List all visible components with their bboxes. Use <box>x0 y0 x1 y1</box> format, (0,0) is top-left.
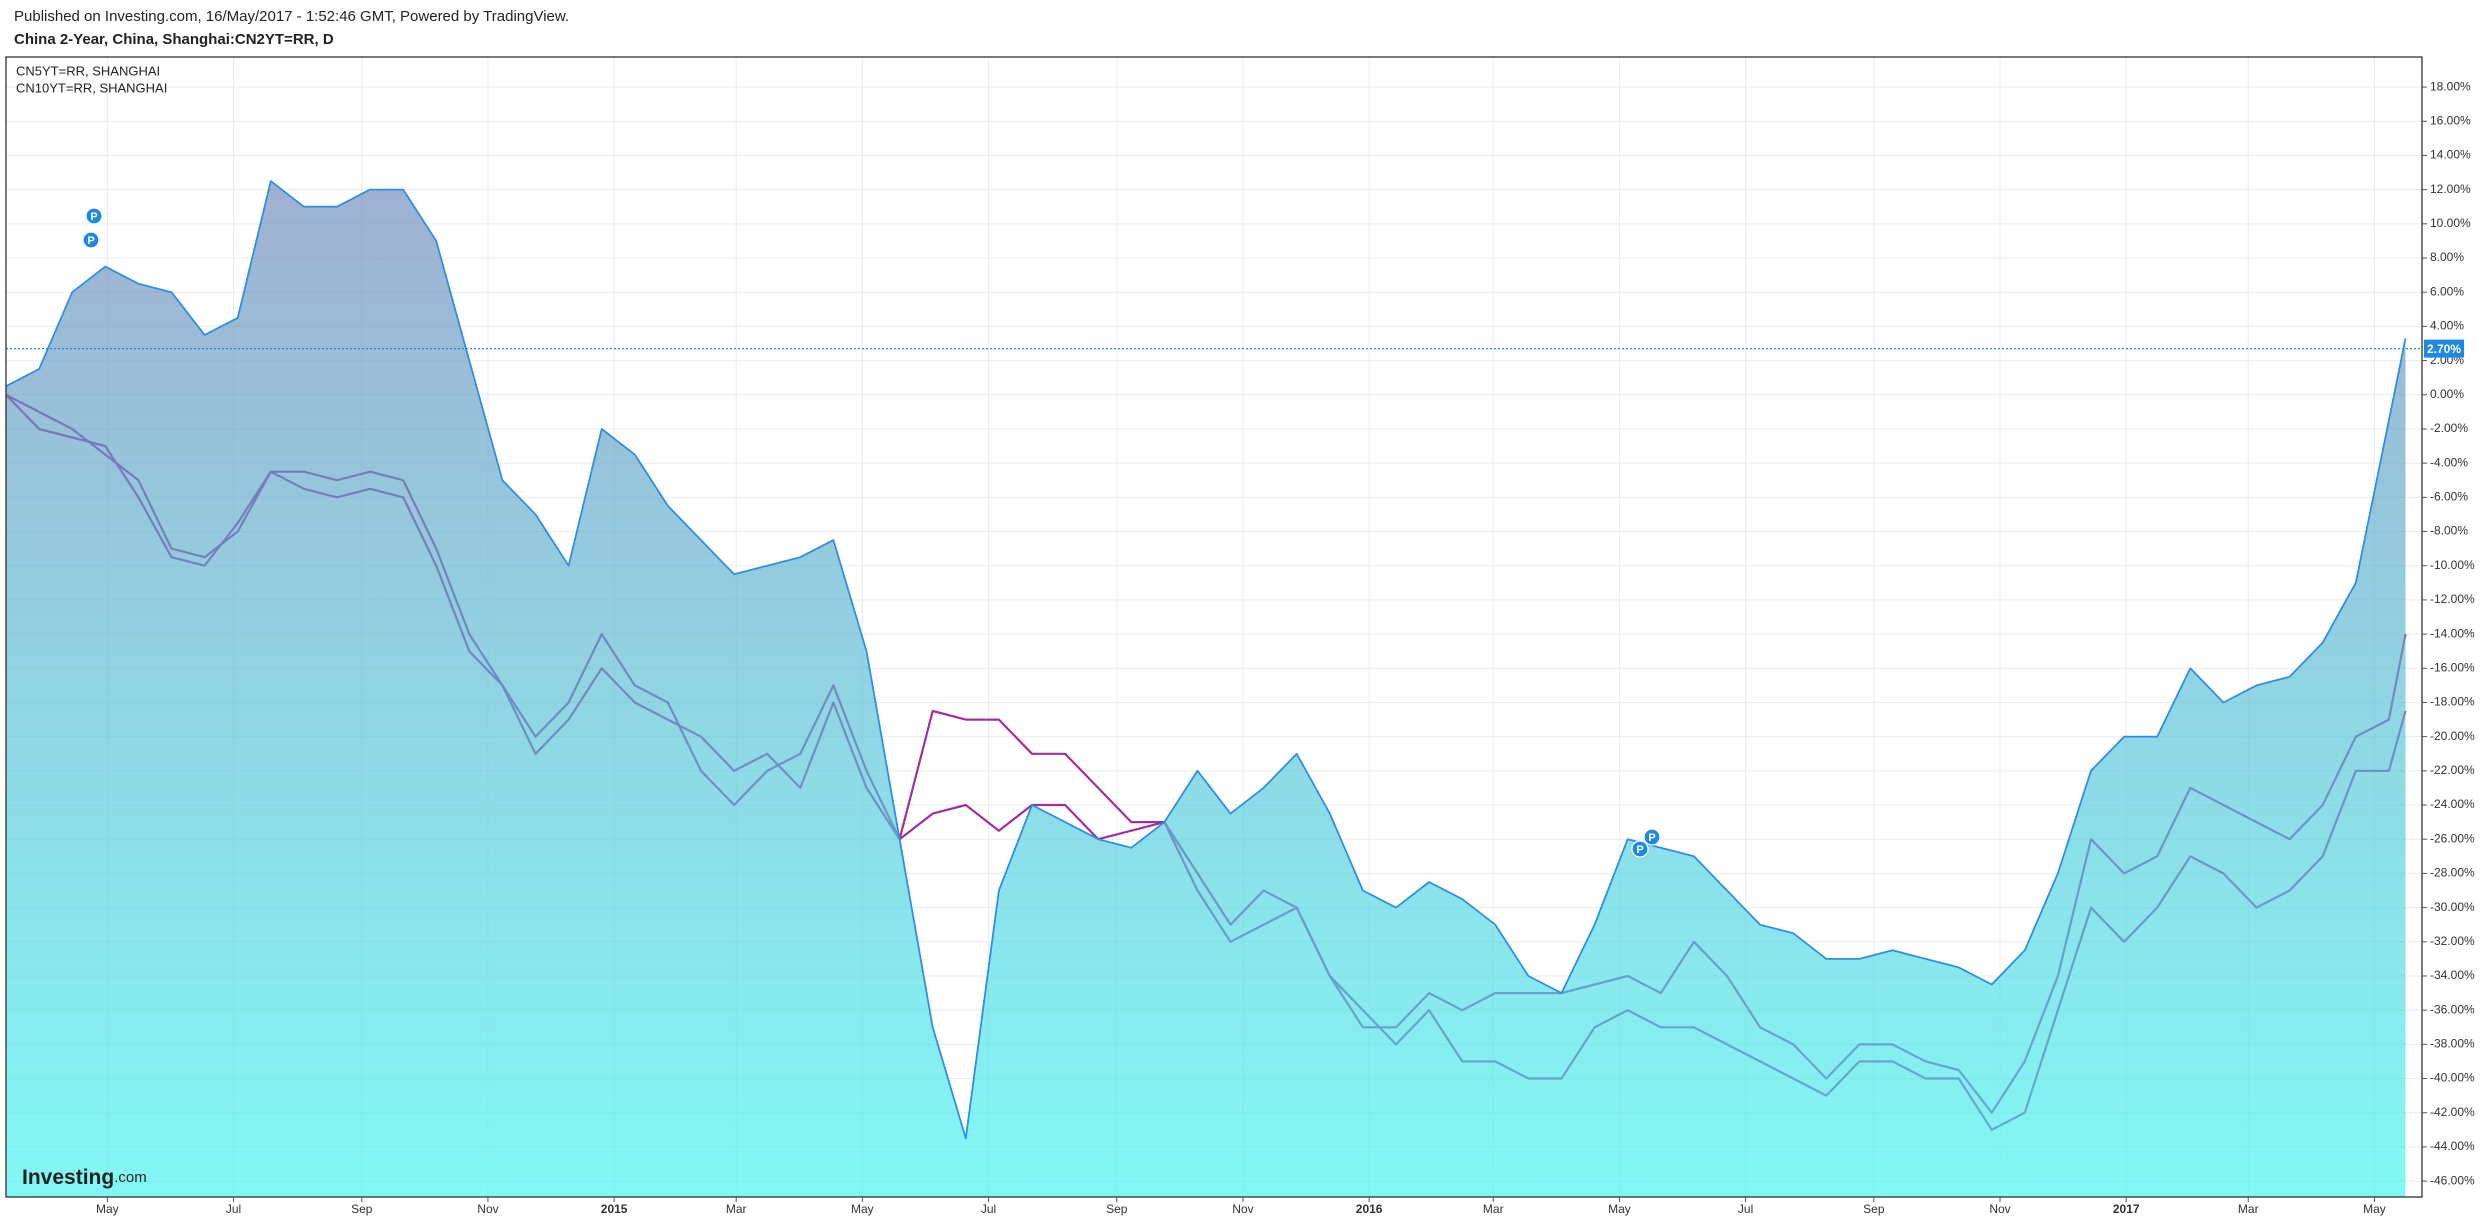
x-tick-label: Jul <box>1738 1202 1753 1216</box>
x-tick-label: Nov <box>1232 1202 1253 1216</box>
event-marker-label: P <box>1648 832 1655 844</box>
x-tick-label: Nov <box>477 1202 498 1216</box>
x-tick-label: Mar <box>1483 1202 1504 1216</box>
event-marker <box>85 207 103 225</box>
y-tick-label: -34.00% <box>2430 968 2475 982</box>
x-tick-label: 2017 <box>2113 1202 2140 1216</box>
y-tick-label: 12.00% <box>2430 182 2471 196</box>
x-tick-label: May <box>1608 1202 1631 1216</box>
x-tick-label: Sep <box>1106 1202 1128 1216</box>
area-fill <box>6 181 2406 1197</box>
y-tick-label: -40.00% <box>2430 1071 2475 1085</box>
area-line <box>6 180 2407 1140</box>
y-tick-label: 14.00% <box>2430 148 2471 162</box>
x-tick-label: May <box>96 1202 119 1216</box>
x-tick-label: Sep <box>351 1202 373 1216</box>
y-tick-label: -28.00% <box>2430 866 2475 880</box>
x-tick-label: Jul <box>981 1202 996 1216</box>
y-tick-label: -24.00% <box>2430 797 2475 811</box>
x-tick-label: Mar <box>2238 1202 2259 1216</box>
y-tick-label: -18.00% <box>2430 695 2475 709</box>
event-marker <box>1643 828 1661 846</box>
current-value-label: 2.70% <box>2427 342 2461 356</box>
y-tick-label: 10.00% <box>2430 216 2471 230</box>
x-tick-label: Jul <box>226 1202 241 1216</box>
logo-brand: Investing.com <box>22 1166 147 1189</box>
y-tick-label: 18.00% <box>2430 79 2471 93</box>
x-tick-label: May <box>2363 1202 2386 1216</box>
y-tick-label: 16.00% <box>2430 113 2471 127</box>
legend-entry: CN5YT=RR, SHANGHAI <box>16 63 160 78</box>
logo-brand-text: Investing <box>22 1166 114 1189</box>
logo: Investing.com <box>22 1166 147 1189</box>
y-tick-label: 4.00% <box>2430 319 2464 333</box>
event-marker <box>82 231 100 249</box>
publish-note: Published on Investing.com, 16/May/2017 … <box>14 8 569 25</box>
x-tick-label: 2015 <box>601 1202 628 1216</box>
event-marker-label: P <box>1636 844 1643 856</box>
y-tick-label: -2.00% <box>2430 421 2468 435</box>
event-marker-label: P <box>87 235 94 247</box>
x-tick-label: May <box>851 1202 874 1216</box>
current-value-badge <box>2424 339 2464 358</box>
y-tick-label: -14.00% <box>2430 626 2475 640</box>
y-tick-label: -6.00% <box>2430 490 2468 504</box>
x-tick-label: Mar <box>726 1202 747 1216</box>
y-tick-label: -4.00% <box>2430 455 2468 469</box>
y-tick-label: 6.00% <box>2430 284 2464 298</box>
x-tick-label: Nov <box>1989 1202 2010 1216</box>
y-tick-label: -16.00% <box>2430 660 2475 674</box>
y-tick-label: -8.00% <box>2430 524 2468 538</box>
event-marker <box>1631 840 1649 858</box>
y-tick-label: -20.00% <box>2430 729 2475 743</box>
y-tick-label: -22.00% <box>2430 763 2475 777</box>
y-tick-label: 8.00% <box>2430 250 2464 264</box>
x-tick-label: Sep <box>1863 1202 1885 1216</box>
x-tick-label: 2016 <box>1356 1202 1383 1216</box>
y-tick-label: -44.00% <box>2430 1139 2475 1153</box>
y-tick-label: -30.00% <box>2430 900 2475 914</box>
event-marker-label: P <box>90 211 97 223</box>
y-tick-label: -46.00% <box>2430 1173 2475 1187</box>
y-tick-label: 0.00% <box>2430 387 2464 401</box>
chart-title: China 2-Year, China, Shanghai:CN2YT=RR, … <box>14 31 334 48</box>
y-tick-label: -32.00% <box>2430 934 2475 948</box>
axes: 18.00% 16.00% 14.00% 12.00% 10.00% 8.00% 6.00%… <box>96 79 2475 1216</box>
y-tick-label: -38.00% <box>2430 1037 2475 1051</box>
legend-entry: CN10YT=RR, SHANGHAI <box>16 80 167 95</box>
plot-frame <box>5 56 2423 1198</box>
y-tick-label: -10.00% <box>2430 558 2475 572</box>
logo-suffix: .com <box>114 1169 147 1186</box>
y-tick-label: -12.00% <box>2430 592 2475 606</box>
y-tick-label: -26.00% <box>2430 831 2475 845</box>
y-tick-label: -36.00% <box>2430 1002 2475 1016</box>
y-tick-label: -42.00% <box>2430 1105 2475 1119</box>
